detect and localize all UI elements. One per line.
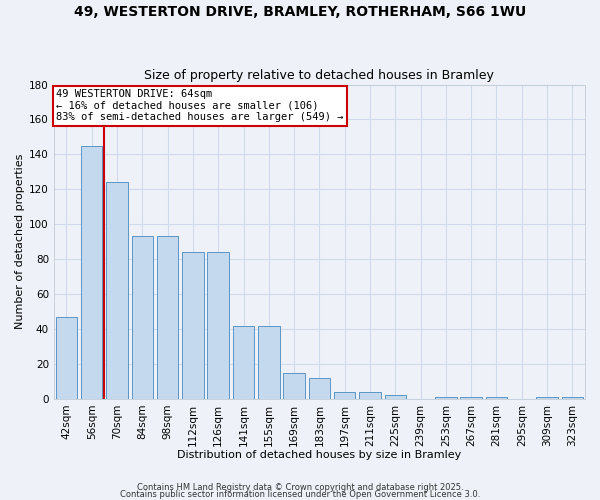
Bar xyxy=(258,326,280,399)
Bar xyxy=(233,326,254,399)
Bar xyxy=(56,317,77,399)
Bar xyxy=(460,397,482,399)
Bar xyxy=(536,397,558,399)
Bar xyxy=(486,397,507,399)
Bar xyxy=(334,392,355,399)
Bar xyxy=(106,182,128,399)
Text: 49 WESTERTON DRIVE: 64sqm
← 16% of detached houses are smaller (106)
83% of semi: 49 WESTERTON DRIVE: 64sqm ← 16% of detac… xyxy=(56,90,344,122)
Bar xyxy=(81,146,103,399)
Bar xyxy=(385,396,406,399)
Bar xyxy=(308,378,330,399)
Text: Contains HM Land Registry data © Crown copyright and database right 2025.: Contains HM Land Registry data © Crown c… xyxy=(137,484,463,492)
Bar xyxy=(182,252,203,399)
Bar xyxy=(131,236,153,399)
Bar xyxy=(208,252,229,399)
Bar xyxy=(435,397,457,399)
Bar xyxy=(157,236,178,399)
X-axis label: Distribution of detached houses by size in Bramley: Distribution of detached houses by size … xyxy=(177,450,461,460)
Bar xyxy=(359,392,381,399)
Bar xyxy=(562,397,583,399)
Y-axis label: Number of detached properties: Number of detached properties xyxy=(15,154,25,330)
Text: Contains public sector information licensed under the Open Government Licence 3.: Contains public sector information licen… xyxy=(120,490,480,499)
Text: 49, WESTERTON DRIVE, BRAMLEY, ROTHERHAM, S66 1WU: 49, WESTERTON DRIVE, BRAMLEY, ROTHERHAM,… xyxy=(74,5,526,19)
Title: Size of property relative to detached houses in Bramley: Size of property relative to detached ho… xyxy=(145,69,494,82)
Bar xyxy=(283,372,305,399)
